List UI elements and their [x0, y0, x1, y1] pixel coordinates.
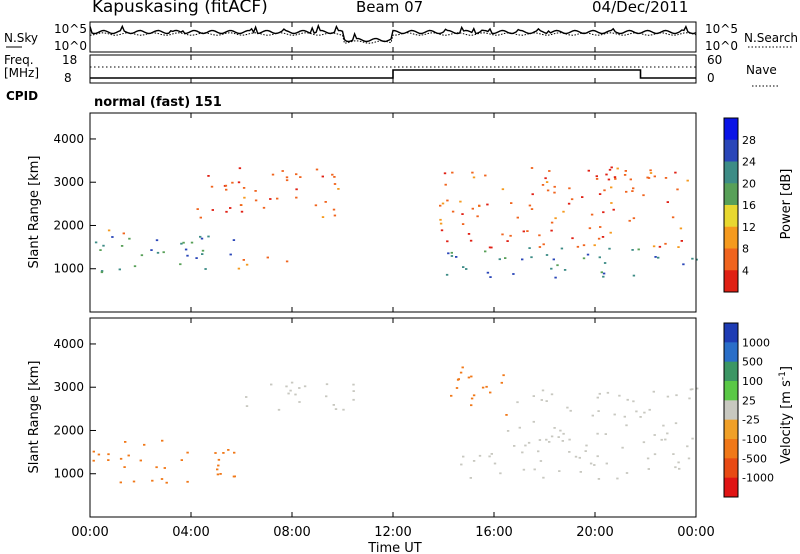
power-region-2: [196, 167, 340, 219]
power-colorbar: 4 8 12 16 20 24 28: [723, 117, 756, 293]
velocity-colorbar-tick: 100: [742, 375, 763, 388]
power-colorbar-label: Power [dB]: [779, 169, 794, 240]
time-x-axis: 00:00 04:00 08:00 12:00 16:00 20:00 00:00: [71, 22, 715, 540]
noise-panel: N.Sky 10^5 10^0 10^5 10^0 N.Search: [4, 21, 798, 53]
freq-label-line1: Freq.: [4, 53, 34, 67]
velocity-colorbar-tick: 1000: [742, 336, 770, 349]
nave-right-tick-top: 60: [707, 53, 722, 67]
xtick-label: 16:00: [475, 525, 512, 540]
velocity-colorbar-swatch: [724, 419, 738, 440]
velocity-panel: 1000 2000 3000 4000 Slant Range [km] 1000 50…: [27, 317, 794, 518]
beam-title: Beam 07: [356, 0, 423, 16]
velocity-region-3: [460, 453, 691, 480]
velocity-colorbar-tick: -500: [742, 452, 767, 465]
power-colorbar-tick: 12: [742, 221, 756, 234]
power-ytick-label: 2000: [53, 218, 84, 232]
freq-trace: [90, 66, 696, 79]
velocity-colorbar-swatch: [724, 458, 738, 479]
velocity-ytick-label: 4000: [53, 337, 84, 351]
noise-right-tick-bottom: 10^0: [705, 39, 738, 53]
velocity-region-1: [245, 381, 355, 411]
velocity-colorbar-tick: -100: [742, 433, 767, 446]
velocity-colorbar-tick: 500: [742, 356, 763, 369]
noise-left-tick-bottom: 10^0: [54, 39, 87, 53]
velocity-colorbar-swatch: [724, 361, 738, 382]
xaxis-label: Time UT: [367, 541, 421, 554]
power-colorbar-tick: 24: [742, 156, 756, 169]
noise-traces: [89, 23, 697, 44]
velocity-ytick-label: 2000: [53, 423, 84, 437]
power-colorbar-swatch: [724, 183, 738, 206]
velocity-colorbar-label: Velocity [m s-1]: [778, 366, 794, 464]
power-ylabel: Slant Range [km]: [27, 156, 42, 269]
nave-right-tick-bottom: 0: [707, 71, 715, 85]
velocity-colorbar-tick: -25: [742, 414, 760, 427]
freq-left-tick-bottom: 8: [64, 71, 72, 85]
power-ytick-label: 3000: [53, 175, 84, 189]
velocity-colorbar-swatch: [724, 342, 738, 363]
velocity-colorbar-tick: -1000: [742, 472, 774, 485]
velocity-region-0: [92, 439, 236, 484]
velocity-colorbar-swatch: [724, 439, 738, 459]
power-colorbar-tick: 20: [742, 177, 756, 190]
xtick-label: 20:00: [576, 525, 613, 540]
power-region-3: [237, 256, 289, 270]
noise-sky-line: [89, 23, 697, 43]
power-colorbar-swatch: [724, 226, 738, 249]
velocity-ytick-label: 1000: [53, 467, 84, 481]
power-region-0: [94, 235, 236, 274]
nave-right-label: Nave: [746, 63, 777, 77]
xtick-label: 04:00: [172, 525, 209, 540]
noise-search-line: [89, 32, 697, 44]
cpid-label: CPID: [6, 89, 38, 103]
velocity-region-4: [506, 387, 699, 454]
power-region-1: [107, 229, 125, 235]
freq-line: [90, 69, 696, 79]
station-title: Kapuskasing (fitACF): [92, 0, 268, 17]
xtick-label: 12:00: [374, 525, 411, 540]
power-colorbar-swatch: [724, 270, 738, 293]
freq-label-line2: [MHz]: [4, 66, 39, 80]
xtick-label: 00:00: [677, 525, 714, 540]
power-colorbar-swatch: [724, 118, 738, 141]
power-data: [94, 166, 698, 279]
power-region-5: [439, 166, 689, 249]
power-ytick-label: 4000: [53, 132, 84, 146]
noise-left-tick-top: 10^5: [54, 22, 87, 36]
velocity-y-axis: 1000 2000 3000 4000: [53, 337, 96, 481]
power-colorbar-swatch: [724, 205, 738, 228]
power-colorbar-tick: 4: [742, 264, 749, 277]
power-colorbar-swatch: [724, 248, 738, 271]
cpid-text: normal (fast) 151: [94, 95, 222, 110]
power-colorbar-swatch: [724, 161, 738, 184]
velocity-colorbar-swatch: [724, 323, 738, 343]
velocity-ylabel: Slant Range [km]: [27, 361, 42, 474]
power-colorbar-swatch: [724, 139, 738, 162]
power-colorbar-tick: 28: [742, 134, 756, 147]
xtick-label: 00:00: [71, 525, 108, 540]
freq-left-tick-top: 18: [62, 53, 77, 67]
xtick-label: 08:00: [273, 525, 310, 540]
velocity-colorbar-swatch: [724, 477, 738, 498]
velocity-data: [92, 366, 699, 484]
velocity-colorbar-frame: [723, 322, 739, 498]
velocity-colorbar-tick: 25: [742, 394, 756, 407]
power-panel: 1000 2000 3000 4000 Slant Range [km] 4 8 12 16…: [27, 112, 794, 313]
noise-left-label: N.Sky: [4, 31, 38, 45]
velocity-colorbar-swatch: [724, 381, 738, 401]
velocity-colorbar: 1000 500 100 25 -25 -100 -500 -1000: [723, 322, 774, 498]
date-title: 04/Dec/2011: [592, 0, 688, 16]
power-colorbar-tick: 8: [742, 243, 749, 256]
noise-right-tick-top: 10^5: [705, 22, 738, 36]
power-region-4: [445, 247, 698, 279]
power-colorbar-tick: 16: [742, 199, 756, 212]
noise-right-label: N.Search: [744, 31, 798, 45]
velocity-region-2: [450, 366, 508, 416]
power-colorbar-frame: [723, 117, 739, 293]
velocity-ytick-label: 3000: [53, 380, 84, 394]
power-y-axis: 1000 2000 3000 4000: [53, 132, 96, 276]
velocity-colorbar-swatch: [724, 400, 738, 421]
power-ytick-label: 1000: [53, 262, 84, 276]
